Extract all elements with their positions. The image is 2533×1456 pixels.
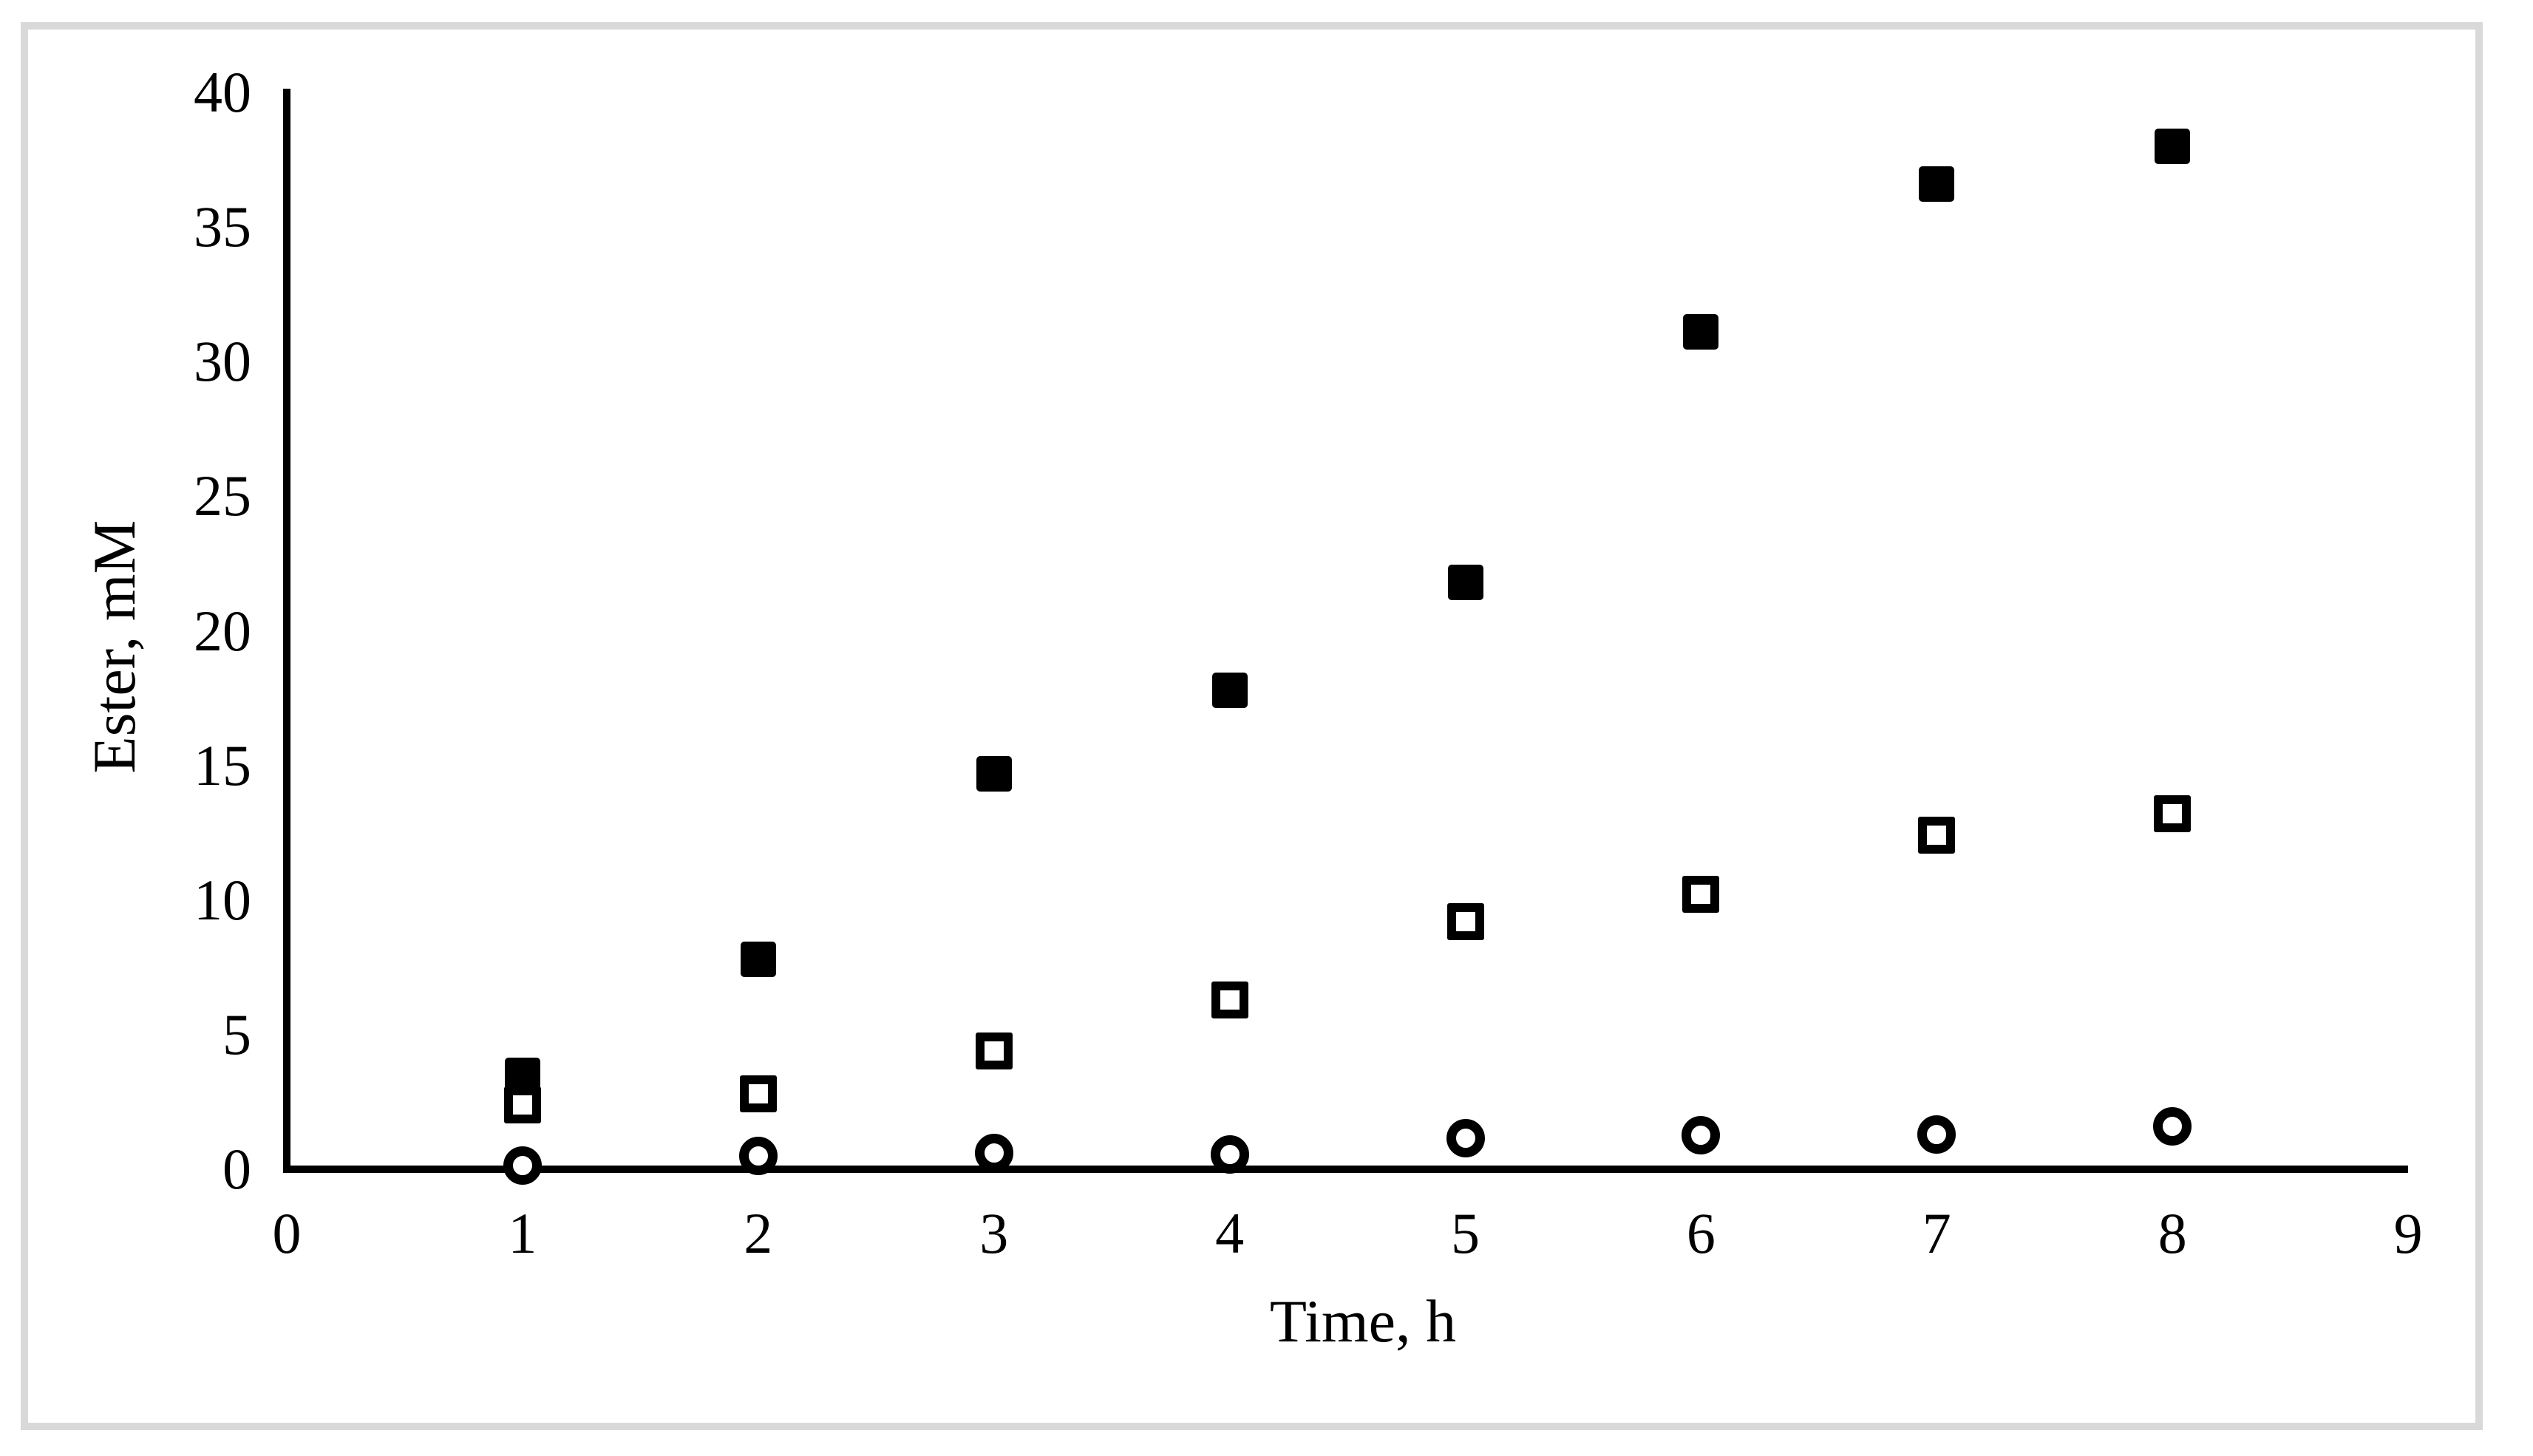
y-tick-label: 30	[194, 329, 251, 394]
y-tick-label: 0	[222, 1137, 251, 1201]
x-tick-label: 8	[2158, 1201, 2187, 1265]
filled-square-marker	[1919, 166, 1955, 202]
filled-square-marker	[740, 941, 776, 977]
y-tick-label: 35	[194, 194, 251, 259]
y-tick-label: 10	[194, 867, 251, 932]
open-square-marker	[1682, 876, 1720, 914]
filled-square-marker	[1211, 672, 1248, 708]
filled-square-marker	[1683, 314, 1719, 350]
y-tick-label: 25	[194, 463, 251, 528]
y-axis-line	[283, 89, 290, 1173]
x-axis-title: Time, h	[1269, 1287, 1457, 1355]
open-circle-marker	[503, 1146, 542, 1185]
open-circle-marker	[1917, 1115, 1956, 1154]
x-tick-label: 4	[1215, 1201, 1245, 1265]
x-tick-label: 2	[744, 1201, 773, 1265]
x-tick-label: 6	[1686, 1201, 1716, 1265]
open-square-marker	[739, 1075, 777, 1112]
filled-square-marker	[2155, 128, 2191, 164]
y-tick-label: 15	[194, 732, 251, 797]
open-circle-marker	[2153, 1106, 2192, 1146]
open-square-marker	[1211, 981, 1248, 1018]
x-tick-label: 1	[508, 1201, 537, 1265]
x-tick-label: 7	[1922, 1201, 1951, 1265]
x-tick-label: 0	[272, 1201, 302, 1265]
open-circle-marker	[1210, 1134, 1249, 1174]
open-circle-marker	[738, 1136, 778, 1175]
filled-square-marker	[1447, 564, 1483, 600]
open-circle-marker	[1682, 1116, 1721, 1155]
open-circle-marker	[1446, 1119, 1485, 1158]
open-square-marker	[2154, 795, 2192, 833]
open-square-marker	[1446, 902, 1484, 940]
x-tick-label: 5	[1451, 1201, 1480, 1265]
x-axis-line	[283, 1166, 2408, 1173]
filled-square-marker	[976, 755, 1012, 792]
y-tick-label: 20	[194, 598, 251, 663]
x-tick-label: 9	[2393, 1201, 2423, 1265]
open-square-marker	[503, 1086, 541, 1123]
chart-frame-border	[21, 22, 2483, 1430]
y-tick-label: 40	[194, 60, 251, 124]
y-tick-label: 5	[222, 1001, 251, 1067]
x-tick-label: 3	[979, 1201, 1009, 1265]
open-circle-marker	[974, 1134, 1013, 1173]
open-square-marker	[975, 1032, 1013, 1069]
open-square-marker	[1918, 817, 1956, 854]
